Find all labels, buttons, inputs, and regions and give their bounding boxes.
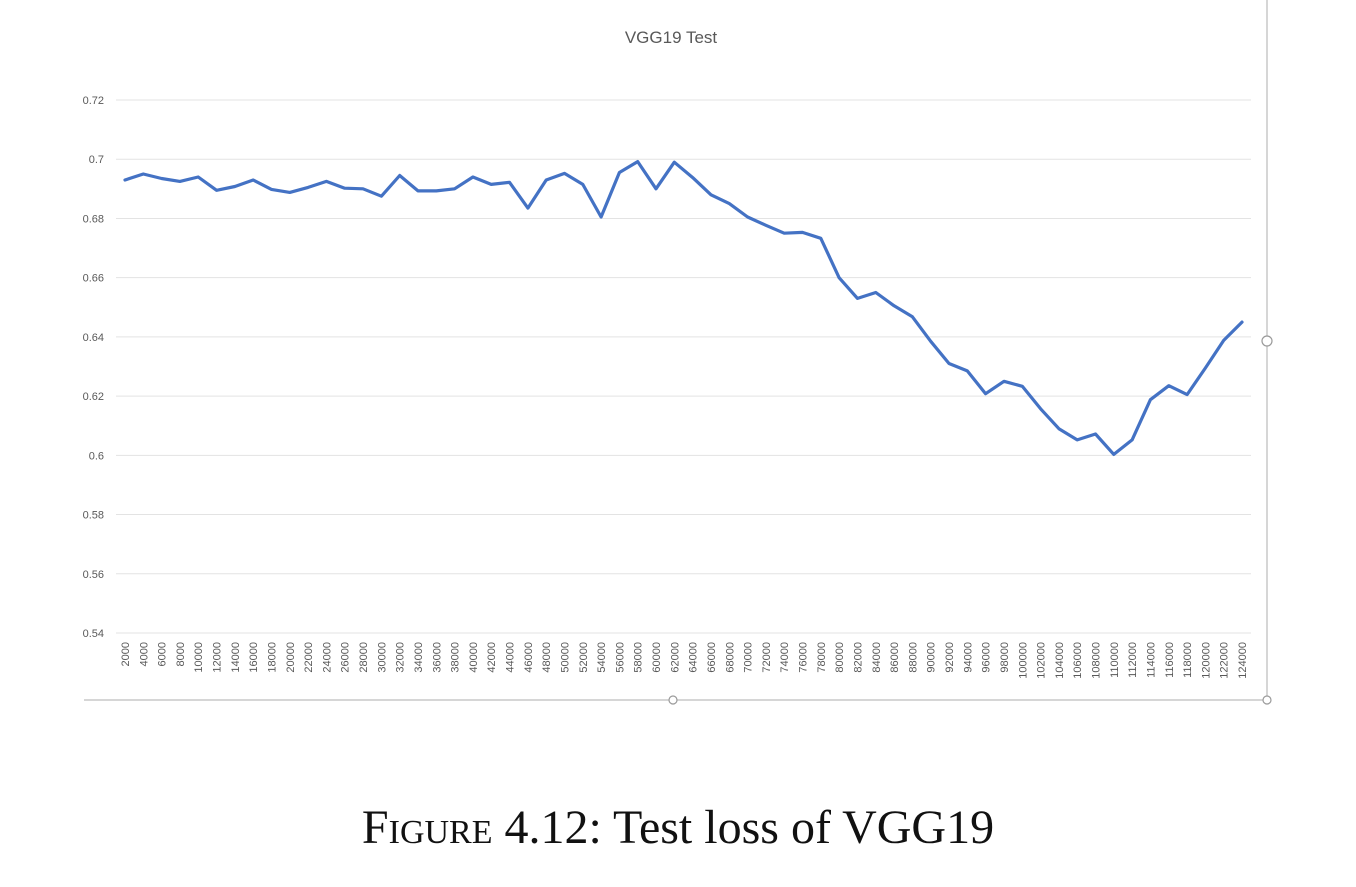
- x-tick-label: 68000: [724, 642, 736, 673]
- x-tick-label: 32000: [395, 642, 407, 673]
- x-tick-label: 74000: [779, 642, 791, 673]
- x-tick-label: 18000: [266, 642, 278, 673]
- x-tick-label: 38000: [450, 642, 462, 673]
- x-tick-label: 78000: [816, 642, 828, 673]
- x-tick-label: 6000: [157, 642, 169, 666]
- y-tick-label: 0.58: [83, 510, 104, 522]
- x-tick-label: 92000: [944, 642, 956, 673]
- x-tick-label: 114000: [1145, 642, 1157, 678]
- x-tick-label: 102000: [1036, 642, 1048, 679]
- x-tick-label: 40000: [468, 642, 480, 673]
- x-tick-label: 44000: [505, 642, 517, 673]
- caption-figure-word: Figure: [361, 801, 493, 854]
- y-tick-label: 0.7: [89, 154, 104, 166]
- x-tick-label: 20000: [285, 642, 297, 673]
- x-tick-label: 24000: [321, 642, 333, 673]
- x-tick-label: 80000: [834, 642, 846, 673]
- x-axis-ticks: 2000 4000 6000 8000 10000 12000 14000 16000 1800…: [120, 642, 1249, 679]
- x-tick-label: 72000: [761, 642, 773, 673]
- y-tick-label: 0.54: [83, 628, 104, 640]
- x-tick-label: 124000: [1237, 642, 1249, 679]
- x-tick-label: 14000: [230, 642, 242, 673]
- x-tick-label: 36000: [431, 642, 443, 673]
- chart-frame: [84, 0, 1273, 705]
- x-tick-label: 4000: [138, 642, 150, 666]
- x-tick-label: 46000: [523, 642, 535, 673]
- x-tick-label: 54000: [596, 642, 608, 673]
- x-tick-label: 52000: [578, 642, 590, 673]
- x-tick-label: 98000: [999, 642, 1011, 673]
- x-tick-label: 108000: [1091, 642, 1103, 679]
- x-tick-label: 64000: [688, 642, 700, 673]
- y-tick-label: 0.62: [83, 391, 104, 403]
- x-tick-label: 112000: [1127, 642, 1139, 678]
- chart-title: VGG19 Test: [625, 28, 718, 47]
- x-tick-label: 10000: [193, 642, 205, 673]
- x-tick-label: 58000: [633, 642, 645, 673]
- x-tick-label: 2000: [120, 642, 132, 666]
- x-tick-label: 42000: [486, 642, 498, 673]
- figure-caption: Figure 4.12: Test loss of VGG19: [0, 801, 1356, 855]
- x-tick-label: 82000: [852, 642, 864, 673]
- y-tick-label: 0.64: [83, 332, 104, 344]
- y-tick-label: 0.6: [89, 450, 104, 462]
- x-tick-label: 8000: [175, 642, 187, 666]
- x-tick-label: 86000: [889, 642, 901, 673]
- x-tick-label: 66000: [706, 642, 718, 673]
- resize-handle-bottom[interactable]: [668, 695, 678, 705]
- y-tick-label: 0.56: [83, 569, 104, 581]
- x-tick-label: 106000: [1072, 642, 1084, 679]
- line-chart-svg: VGG19 Test 0.540.560.580.60.620.640.660.…: [83, 0, 1273, 705]
- x-tick-label: 84000: [871, 642, 883, 673]
- x-tick-label: 60000: [651, 642, 663, 673]
- x-tick-label: 76000: [798, 642, 810, 673]
- x-tick-label: 110000: [1109, 642, 1121, 678]
- chart: VGG19 Test 0.54 0.56 0.58 0.6 0.62 0.64 0.66 0.…: [83, 0, 1273, 705]
- x-tick-label: 22000: [303, 642, 315, 673]
- y-tick-label: 0.72: [83, 95, 104, 107]
- x-tick-label: 118000: [1182, 642, 1194, 678]
- x-tick-label: 96000: [981, 642, 993, 673]
- x-tick-label: 94000: [962, 642, 974, 673]
- x-tick-label: 104000: [1054, 642, 1066, 679]
- x-tick-label: 16000: [248, 642, 260, 673]
- x-tick-label: 48000: [541, 642, 553, 673]
- x-tick-label: 120000: [1200, 642, 1212, 679]
- x-tick-label: 30000: [376, 642, 388, 673]
- x-tick-label: 62000: [669, 642, 681, 673]
- x-tick-label: 116000: [1164, 642, 1176, 678]
- x-tick-label: 90000: [926, 642, 938, 673]
- resize-handle-right[interactable]: [1261, 335, 1273, 347]
- x-tick-label: 50000: [559, 642, 571, 673]
- x-tick-label: 34000: [413, 642, 425, 673]
- x-tick-label: 28000: [358, 642, 370, 673]
- resize-handle-corner[interactable]: [1262, 695, 1272, 705]
- x-tick-label: 12000: [212, 642, 224, 673]
- x-tick-label: 26000: [340, 642, 352, 673]
- series-layer: [123, 160, 1244, 456]
- x-tick-label: 56000: [614, 642, 626, 673]
- series-line: [123, 160, 1244, 456]
- x-tick-label: 100000: [1017, 642, 1029, 679]
- caption-text: 4.12: Test loss of VGG19: [492, 801, 995, 854]
- x-tick-label: 122000: [1219, 642, 1231, 679]
- y-axis-ticks: 0.54 0.56 0.58 0.6 0.62 0.64 0.66 0.68 0.7 0.72: [83, 95, 104, 640]
- x-tick-label: 70000: [743, 642, 755, 673]
- gridlines: [116, 99, 1251, 634]
- y-tick-label: 0.66: [83, 273, 104, 285]
- y-tick-label: 0.68: [83, 213, 104, 225]
- x-tick-label: 88000: [907, 642, 919, 673]
